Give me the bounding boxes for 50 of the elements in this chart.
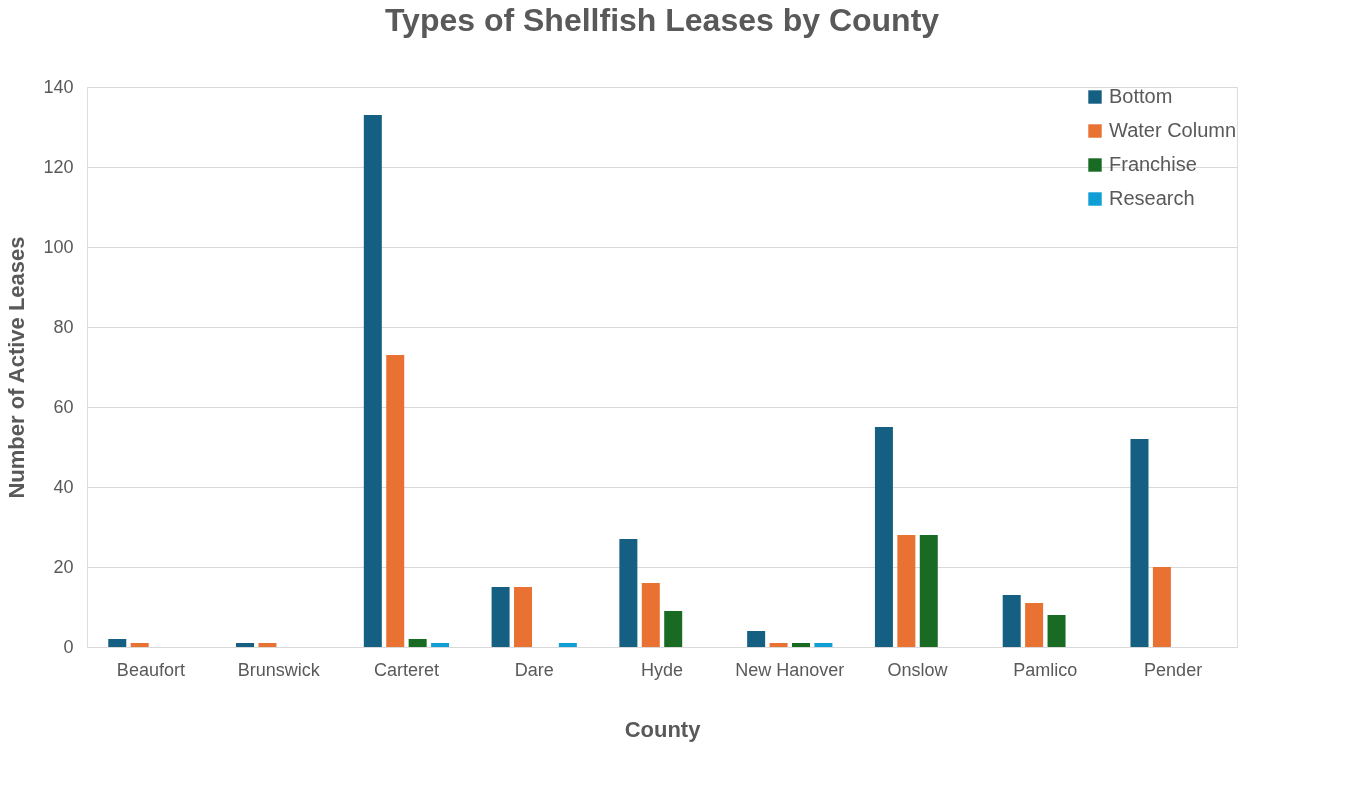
x-tick-label: Brunswick <box>237 659 321 680</box>
bar <box>814 643 833 647</box>
x-tick-label: Onslow <box>887 659 949 680</box>
y-tick-label: 80 <box>53 316 74 337</box>
legend-label: Research <box>1109 187 1195 209</box>
bar <box>919 535 938 647</box>
chart-title: Types of Shellfish Leases by County <box>384 2 940 38</box>
bar <box>1130 439 1149 647</box>
bar <box>491 587 510 647</box>
bar <box>431 643 450 647</box>
legend-label: Water Column <box>1109 119 1237 141</box>
x-tick-label: New Hanover <box>735 659 845 680</box>
bar <box>514 587 533 647</box>
bar <box>386 355 405 647</box>
bar <box>1152 567 1171 647</box>
y-tick-label: 100 <box>43 236 74 257</box>
x-tick-label: Pender <box>1144 659 1203 680</box>
bar <box>363 115 382 647</box>
bar <box>897 535 916 647</box>
y-tick-label: 40 <box>53 476 74 497</box>
bar <box>130 643 149 647</box>
x-tick-label: Pamlico <box>1013 659 1078 680</box>
x-tick-label: Dare <box>514 659 554 680</box>
bar <box>641 583 660 647</box>
bar <box>408 639 427 647</box>
x-tick-label: Hyde <box>640 659 684 680</box>
bar <box>1002 595 1021 647</box>
bar <box>1047 615 1066 647</box>
y-axis-title: Number of Active Leases <box>4 236 30 499</box>
bar <box>874 427 893 647</box>
y-tick-label: 120 <box>43 156 74 177</box>
bar <box>769 643 788 647</box>
bar <box>258 643 277 647</box>
legend-label: Bottom <box>1109 85 1173 107</box>
bar <box>619 539 638 647</box>
y-tick-label: 60 <box>53 396 74 417</box>
bar <box>747 631 766 647</box>
y-tick-label: 0 <box>63 636 74 657</box>
x-axis-title: County <box>624 716 702 742</box>
x-tick-label: Beaufort <box>116 659 185 680</box>
bar <box>108 639 127 647</box>
bar <box>1025 603 1044 647</box>
legend-label: Franchise <box>1109 153 1197 175</box>
y-tick-label: 140 <box>43 76 74 97</box>
bar <box>791 643 810 647</box>
y-tick-label: 20 <box>53 556 74 577</box>
bar <box>236 643 255 647</box>
x-tick-label: Carteret <box>373 659 439 680</box>
bar <box>664 611 683 647</box>
bar <box>558 643 577 647</box>
